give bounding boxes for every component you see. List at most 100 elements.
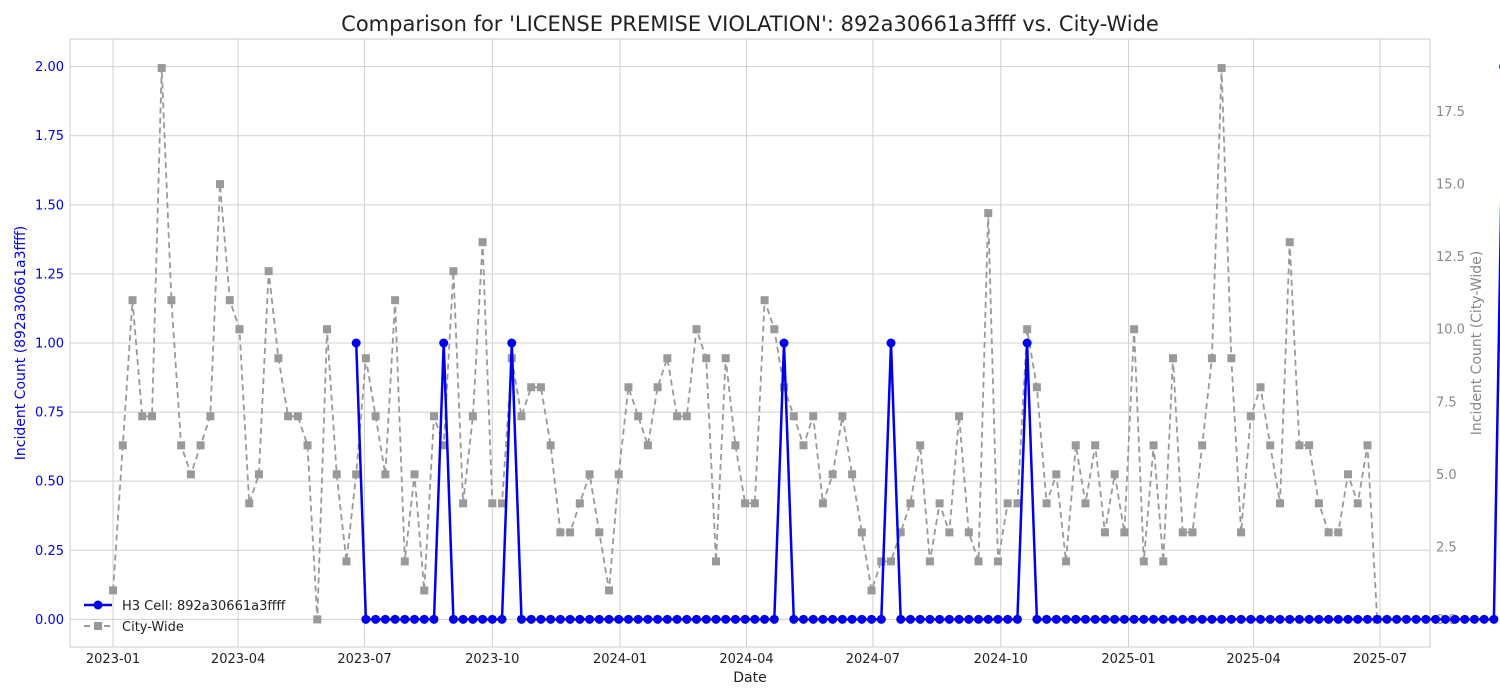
cell-point xyxy=(818,614,828,624)
legend-city-label: City-Wide xyxy=(122,620,184,635)
cell-point xyxy=(1392,614,1402,624)
left-y-tick-label: 0.50 xyxy=(35,475,64,490)
cell-point xyxy=(1217,614,1227,624)
city-wide-point xyxy=(809,412,818,421)
city-wide-point xyxy=(838,412,847,421)
city-wide-point xyxy=(1295,441,1304,450)
city-wide-point xyxy=(692,325,701,334)
city-wide-point xyxy=(828,470,837,479)
cell-point xyxy=(1197,614,1207,624)
cell-point xyxy=(915,614,925,624)
city-wide-series xyxy=(109,64,1382,624)
x-tick-label: 2023-04 xyxy=(211,652,265,667)
cell-point xyxy=(633,614,643,624)
city-wide-point xyxy=(498,499,507,508)
right-y-tick-label: 2.5 xyxy=(1436,540,1457,555)
city-wide-point xyxy=(1130,325,1139,334)
cell-point xyxy=(351,338,361,348)
cell-point xyxy=(604,614,614,624)
cell-point xyxy=(1119,614,1129,624)
cell-point xyxy=(1324,614,1334,624)
city-wide-point xyxy=(196,441,205,450)
city-wide-point xyxy=(1353,499,1362,508)
cell-point xyxy=(1129,614,1139,624)
city-wide-point xyxy=(303,441,312,450)
cell-point xyxy=(439,338,449,348)
city-wide-point xyxy=(1334,528,1343,537)
city-wide-point xyxy=(1256,383,1265,392)
city-wide-point xyxy=(624,383,633,392)
cell-point xyxy=(789,614,799,624)
x-tick-label: 2023-01 xyxy=(86,652,140,667)
cell-point xyxy=(1061,614,1071,624)
cell-point xyxy=(1275,614,1285,624)
x-tick-label: 2023-07 xyxy=(337,652,391,667)
city-wide-point xyxy=(887,557,896,566)
right-y-tick-label: 15.0 xyxy=(1436,178,1465,193)
legend-city-marker xyxy=(94,622,102,630)
city-wide-point xyxy=(1032,383,1041,392)
cell-point xyxy=(828,614,838,624)
city-wide-point xyxy=(371,412,380,421)
cell-point xyxy=(1411,614,1421,624)
city-wide-point xyxy=(332,470,341,479)
cell-point xyxy=(575,614,585,624)
city-wide-point xyxy=(711,557,720,566)
city-wide-point xyxy=(109,586,118,595)
city-wide-point xyxy=(1081,499,1090,508)
cell-point xyxy=(1265,614,1275,624)
city-wide-point xyxy=(1198,441,1207,450)
city-wide-point xyxy=(400,557,409,566)
city-wide-point xyxy=(459,499,468,508)
city-wide-point xyxy=(167,296,176,305)
city-wide-point xyxy=(1363,441,1372,450)
city-wide-point xyxy=(916,441,925,450)
city-wide-point xyxy=(702,354,711,363)
city-wide-point xyxy=(585,470,594,479)
cell-point xyxy=(750,614,760,624)
city-wide-point xyxy=(1237,528,1246,537)
city-wide-point xyxy=(818,499,827,508)
city-wide-point xyxy=(488,499,497,508)
city-wide-point xyxy=(731,441,740,450)
cell-point xyxy=(614,614,624,624)
cell-point xyxy=(721,614,731,624)
x-tick-label: 2025-04 xyxy=(1226,652,1280,667)
city-wide-point xyxy=(906,499,915,508)
cell-point xyxy=(1080,614,1090,624)
legend: H3 Cell: 892a30661a3ffff City-Wide xyxy=(84,599,286,635)
cell-point xyxy=(419,614,429,624)
cell-point xyxy=(1226,614,1236,624)
cell-point xyxy=(390,614,400,624)
city-wide-point xyxy=(157,64,166,73)
cell-point xyxy=(779,338,789,348)
city-wide-point xyxy=(1344,470,1353,479)
cell-point xyxy=(1012,614,1022,624)
x-axis-ticks: 2023-01 2023-04 2023-07 2023-10 2024-01 2024-… xyxy=(86,652,1407,667)
city-wide-point xyxy=(799,441,808,450)
city-wide-point xyxy=(1169,354,1178,363)
cell-point xyxy=(497,614,507,624)
cell-point xyxy=(555,614,565,624)
cell-point xyxy=(478,614,488,624)
city-wide-point xyxy=(848,470,857,479)
city-wide-point xyxy=(1120,528,1129,537)
legend-cell-label: H3 Cell: 892a30661a3ffff xyxy=(122,599,286,614)
cell-point xyxy=(1479,614,1489,624)
cell-point xyxy=(682,614,692,624)
city-wide-point xyxy=(536,383,545,392)
city-wide-point xyxy=(468,412,477,421)
city-wide-point xyxy=(1023,325,1032,334)
cell-point xyxy=(1051,614,1061,624)
city-wide-point xyxy=(896,528,905,537)
cell-point xyxy=(1158,614,1168,624)
cell-point xyxy=(905,614,915,624)
city-wide-point xyxy=(993,557,1002,566)
cell-point xyxy=(507,338,517,348)
cell-point xyxy=(429,614,439,624)
cell-point xyxy=(1187,614,1197,624)
cell-point xyxy=(371,614,381,624)
right-y-axis-label: Incident Count (City-Wide) xyxy=(1469,251,1485,435)
city-wide-point xyxy=(254,470,263,479)
